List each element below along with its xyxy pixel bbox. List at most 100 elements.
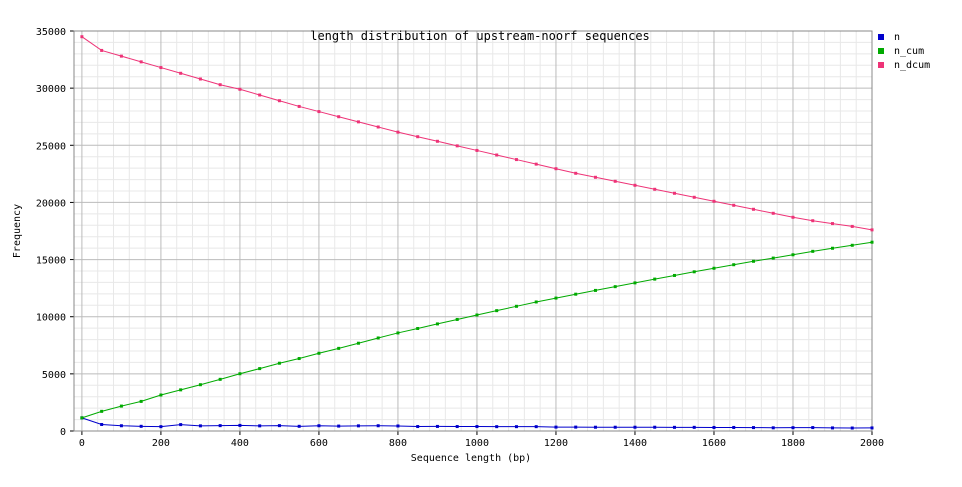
- legend-swatch: [878, 48, 884, 54]
- data-point-n_dcum: [712, 199, 716, 203]
- x-tick-label: 200: [152, 438, 170, 449]
- legend-label: n_cum: [894, 45, 925, 57]
- data-point-n_cum: [751, 259, 755, 263]
- data-point-n: [672, 425, 676, 429]
- data-point-n_cum: [396, 331, 400, 335]
- legend-label: n: [894, 31, 901, 43]
- data-point-n_dcum: [179, 71, 183, 75]
- data-point-n: [830, 426, 834, 430]
- data-point-n_dcum: [238, 87, 242, 91]
- data-point-n_cum: [297, 357, 301, 361]
- data-point-n_dcum: [376, 125, 380, 129]
- data-point-n_cum: [238, 372, 242, 376]
- y-tick-label: 30000: [36, 84, 66, 95]
- data-point-n_dcum: [653, 187, 657, 191]
- data-point-n_cum: [80, 416, 84, 420]
- data-point-n_cum: [218, 377, 222, 381]
- data-point-n: [317, 424, 321, 428]
- data-point-n: [593, 425, 597, 429]
- data-point-n: [179, 423, 183, 427]
- data-point-n_dcum: [732, 203, 736, 207]
- data-point-n_dcum: [356, 120, 360, 124]
- data-point-n_dcum: [198, 77, 202, 81]
- data-point-n: [870, 426, 874, 430]
- data-point-n: [435, 424, 439, 428]
- data-point-n: [376, 424, 380, 428]
- data-point-n: [811, 426, 815, 430]
- data-point-n: [396, 424, 400, 428]
- data-point-n: [455, 425, 459, 429]
- data-point-n_dcum: [416, 135, 420, 139]
- data-point-n: [356, 424, 360, 428]
- data-point-n: [475, 425, 479, 429]
- data-point-n_dcum: [554, 167, 558, 171]
- data-point-n_cum: [574, 292, 578, 296]
- data-point-n: [297, 424, 301, 428]
- axes: 0 200 400 600 800 1000 1200 1400 1600 1800 2000050…: [36, 27, 884, 449]
- data-point-n_dcum: [297, 104, 301, 108]
- data-point-n: [574, 425, 578, 429]
- data-point-n_cum: [554, 296, 558, 300]
- data-point-n_dcum: [830, 222, 834, 226]
- data-point-n_dcum: [672, 191, 676, 195]
- data-point-n: [258, 424, 262, 428]
- data-point-n: [218, 424, 222, 428]
- data-point-n: [416, 425, 420, 429]
- data-point-n_cum: [870, 240, 874, 244]
- y-tick-label: 10000: [36, 313, 66, 324]
- data-point-n_cum: [356, 341, 360, 345]
- data-point-n_dcum: [811, 219, 815, 223]
- data-point-n_dcum: [159, 66, 163, 70]
- chart-title: length distribution of upstream-noorf se…: [310, 29, 650, 43]
- legend-swatch: [878, 34, 884, 40]
- data-point-n_cum: [771, 256, 775, 260]
- y-tick-label: 5000: [42, 370, 66, 381]
- data-point-n_dcum: [119, 54, 123, 58]
- data-point-n: [277, 424, 281, 428]
- x-tick-label: 600: [310, 438, 328, 449]
- legend: n n_cum n_dcum: [878, 30, 930, 72]
- y-tick-label: 35000: [36, 27, 66, 38]
- data-point-n_cum: [337, 346, 341, 350]
- data-point-n: [139, 424, 143, 428]
- data-point-n_dcum: [139, 60, 143, 64]
- data-point-n: [337, 424, 341, 428]
- x-tick-label: 2000: [860, 438, 884, 449]
- data-point-n_dcum: [791, 215, 795, 219]
- data-point-n_dcum: [277, 99, 281, 103]
- data-point-n_cum: [850, 243, 854, 247]
- data-point-n_dcum: [80, 35, 84, 39]
- data-point-n_cum: [416, 326, 420, 330]
- data-point-n: [771, 426, 775, 430]
- data-point-n: [514, 425, 518, 429]
- y-tick-label: 15000: [36, 256, 66, 267]
- data-point-n_dcum: [850, 224, 854, 228]
- x-axis-label: Sequence length (bp): [411, 453, 531, 464]
- data-point-n: [732, 425, 736, 429]
- data-point-n_cum: [179, 388, 183, 392]
- data-point-n_cum: [159, 393, 163, 397]
- grid: [74, 30, 873, 432]
- data-point-n_cum: [732, 263, 736, 267]
- data-point-n_dcum: [475, 148, 479, 152]
- series-n: [80, 416, 874, 430]
- data-point-n: [119, 424, 123, 428]
- data-point-n_dcum: [771, 211, 775, 215]
- data-point-n_dcum: [396, 130, 400, 134]
- data-point-n_cum: [258, 367, 262, 371]
- data-point-n_cum: [692, 270, 696, 274]
- data-point-n_cum: [495, 309, 499, 313]
- x-tick-label: 1400: [623, 438, 647, 449]
- data-point-n_dcum: [751, 207, 755, 211]
- data-point-n_cum: [534, 300, 538, 304]
- data-point-n: [613, 425, 617, 429]
- data-point-n_dcum: [100, 48, 104, 52]
- data-point-n_cum: [139, 399, 143, 403]
- data-point-n_cum: [830, 246, 834, 250]
- data-point-n_cum: [277, 361, 281, 365]
- data-point-n_cum: [613, 285, 617, 289]
- data-point-n: [751, 426, 755, 430]
- data-point-n: [159, 425, 163, 429]
- data-point-n_cum: [653, 277, 657, 281]
